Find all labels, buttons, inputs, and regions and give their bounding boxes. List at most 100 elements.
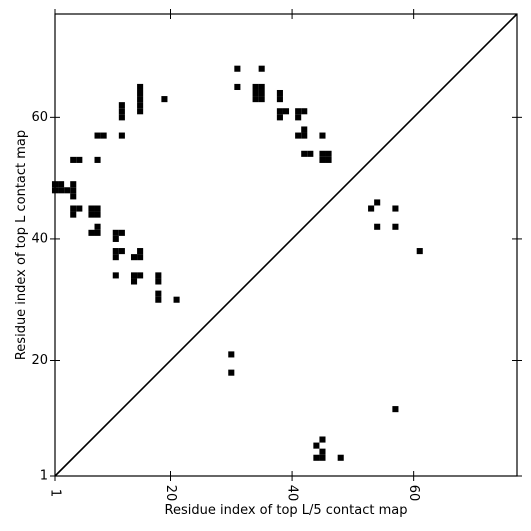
plot-frame <box>54 13 518 477</box>
contact-cell <box>307 150 314 157</box>
contact-cell <box>392 406 399 413</box>
contact-cell <box>64 187 71 194</box>
contact-cell <box>276 89 283 97</box>
contact-cell <box>118 229 125 236</box>
contact-cell <box>252 89 259 97</box>
contact-cell <box>276 114 283 121</box>
y-tick-label: 1 <box>40 469 48 484</box>
contact-cell <box>258 96 265 103</box>
contact-cell <box>319 150 326 157</box>
contact-cell <box>313 442 320 449</box>
contact-cell <box>112 272 119 279</box>
contact-cell <box>301 108 308 115</box>
contact-cell <box>70 211 77 218</box>
contact-cell <box>276 96 283 103</box>
contact-cell <box>374 223 381 230</box>
y-ticks: 1 20 40 60 <box>31 110 522 484</box>
contact-cell <box>70 187 77 194</box>
x-tick-label: 60 <box>406 485 421 502</box>
contact-cell <box>319 454 326 461</box>
contact-cell <box>155 290 162 297</box>
contact-cell <box>319 448 326 455</box>
contact-cell <box>258 83 265 90</box>
contact-cell <box>137 272 144 279</box>
contact-cell <box>282 108 290 115</box>
contact-cell <box>94 229 101 236</box>
y-tick-label: 40 <box>31 231 48 246</box>
contact-cell <box>58 181 65 188</box>
contact-cell <box>416 248 423 255</box>
contact-cell <box>228 351 235 358</box>
contact-cell <box>112 248 119 255</box>
contact-cell <box>118 102 125 109</box>
contact-cell <box>337 454 344 461</box>
contact-cell <box>325 156 332 163</box>
contact-cell <box>118 132 125 139</box>
contact-cell <box>368 205 375 212</box>
contact-cell <box>70 181 77 188</box>
contact-cell <box>94 205 101 212</box>
contact-cell <box>137 248 144 255</box>
contact-cell <box>301 126 308 133</box>
contact-cell <box>295 132 302 139</box>
contact-cell <box>234 83 241 90</box>
contact-cell <box>258 65 265 72</box>
contact-cell <box>118 114 125 121</box>
contact-cell <box>58 187 65 194</box>
contact-cell <box>100 132 107 139</box>
contact-cell <box>301 132 308 139</box>
y-axis-label: Residue index of top L contact map <box>14 130 29 360</box>
contact-cell <box>325 150 332 157</box>
contact-cell <box>76 156 83 163</box>
contact-cell <box>161 96 168 103</box>
contact-cell <box>313 454 320 461</box>
y-tick-label: 60 <box>31 110 48 125</box>
contact-cell <box>137 102 144 109</box>
contact-cell <box>76 205 83 212</box>
contact-cell <box>258 89 265 97</box>
contact-cell <box>112 235 119 242</box>
contact-cell <box>319 436 326 443</box>
contact-cell <box>173 296 180 303</box>
contact-cell <box>155 272 162 279</box>
x-tick-label: 20 <box>163 485 178 502</box>
contact-cell <box>301 150 308 157</box>
contact-cell <box>88 205 95 212</box>
contact-cell <box>94 132 101 139</box>
contact-cell <box>88 229 95 236</box>
contact-cell <box>155 296 162 303</box>
contact-cell <box>112 229 119 236</box>
contact-cell <box>70 205 77 212</box>
contact-cell <box>94 211 101 218</box>
contact-cell <box>118 108 125 115</box>
contact-cell <box>295 114 302 121</box>
contact-cell <box>70 156 77 163</box>
contact-cell <box>118 248 125 255</box>
y-tick-label: 20 <box>31 353 48 368</box>
contact-cells <box>51 65 423 461</box>
contact-cell <box>295 108 302 115</box>
contact-cell <box>319 132 326 139</box>
x-tick-label: 40 <box>285 485 300 502</box>
contact-cell <box>137 89 144 97</box>
contact-cell <box>374 199 381 206</box>
contact-cell <box>276 108 283 115</box>
contact-cell <box>137 108 144 115</box>
contact-cell <box>130 272 138 279</box>
contact-cell <box>155 278 162 285</box>
contact-cell <box>94 156 101 163</box>
contact-cell <box>88 211 95 218</box>
diagonal-line <box>54 13 518 477</box>
contact-cell <box>112 254 119 261</box>
contact-cell <box>234 65 241 72</box>
x-tick-label: 1 <box>48 489 63 497</box>
x-axis-label: Residue index of top L/5 contact map <box>165 503 408 518</box>
contact-cell <box>137 96 144 103</box>
x-ticks: 1 20 40 60 <box>48 9 421 502</box>
contact-cell <box>94 223 101 230</box>
contact-cell <box>392 223 399 230</box>
contact-cell <box>392 205 399 212</box>
contact-cell <box>252 83 259 90</box>
contact-cell <box>228 369 235 376</box>
